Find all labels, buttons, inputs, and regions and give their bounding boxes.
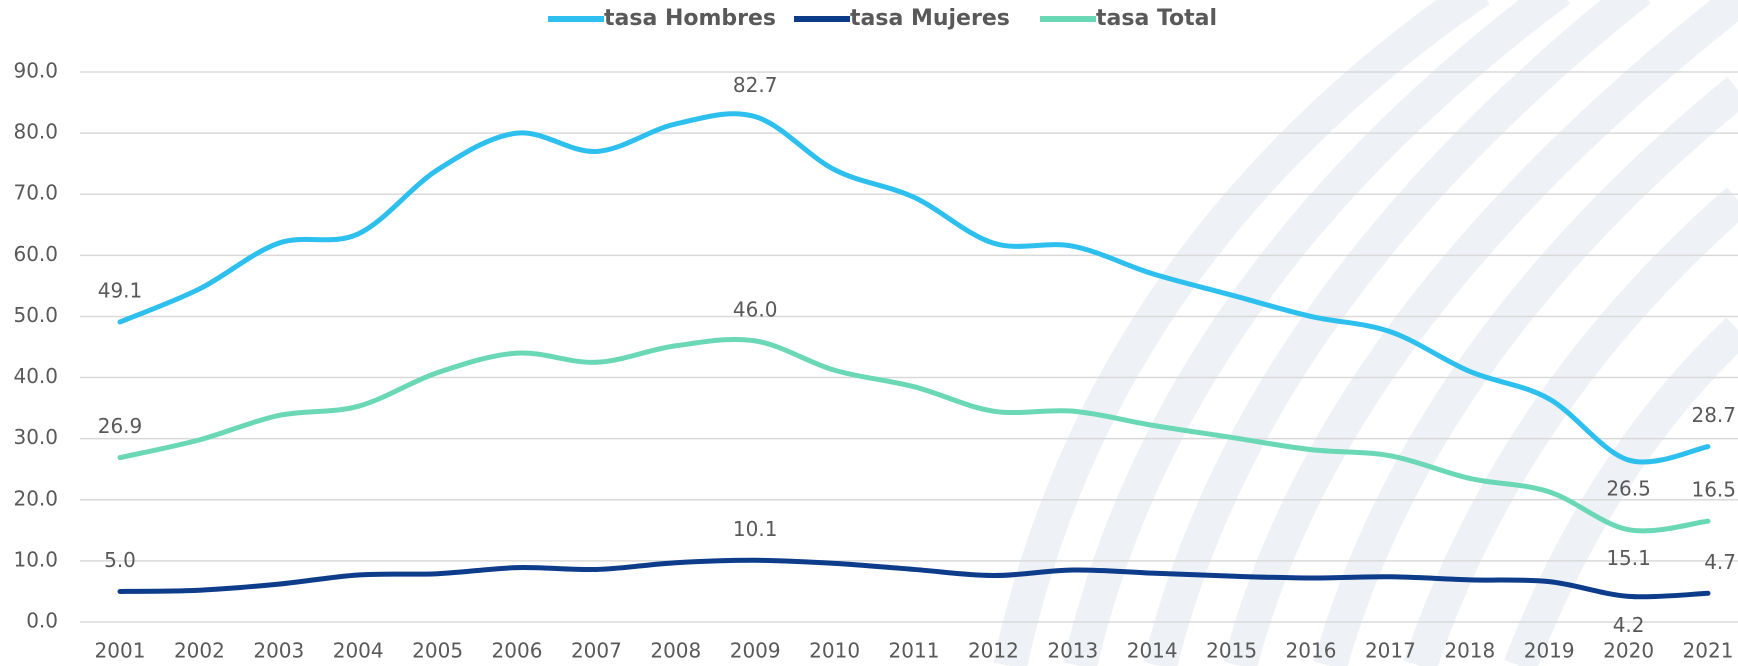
x-tick-label: 2020 — [1603, 639, 1654, 663]
data-label: 4.7 — [1704, 550, 1736, 574]
x-tick-label: 2013 — [1047, 639, 1098, 663]
x-tick-label: 2012 — [968, 639, 1019, 663]
deco-arc — [1223, 0, 1738, 666]
x-tick-label: 2002 — [174, 639, 225, 663]
y-tick-label: 10.0 — [13, 547, 58, 571]
data-label: 4.2 — [1613, 613, 1645, 637]
data-label: 82.7 — [733, 73, 778, 97]
data-label: 49.1 — [98, 278, 143, 302]
y-tick-label: 90.0 — [13, 59, 58, 83]
line-layer — [117, 111, 1711, 600]
x-tick-label: 2015 — [1206, 639, 1257, 663]
y-tick-label: 70.0 — [13, 181, 58, 205]
x-tick-label: 2019 — [1524, 639, 1575, 663]
x-tick-label: 2003 — [253, 639, 304, 663]
y-tick-label: 40.0 — [13, 364, 58, 388]
data-label: 16.5 — [1691, 478, 1736, 502]
data-label: 26.5 — [1606, 477, 1651, 501]
y-tick-label: 80.0 — [13, 120, 58, 144]
y-tick-label: 0.0 — [26, 609, 58, 633]
legend-label: tasa Total — [1096, 6, 1217, 31]
deco-arc — [1063, 0, 1571, 666]
x-tick-label: 2007 — [571, 639, 622, 663]
x-tick-label: 2021 — [1683, 639, 1734, 663]
text-layer: 0.0 10.0 20.0 30.0 40.0 50.0 60.0 70.0 80.0 90.0 2… — [13, 6, 1736, 663]
x-tick-label: 2014 — [1127, 639, 1178, 663]
series-line — [117, 557, 1711, 600]
x-tick-label: 2004 — [333, 639, 384, 663]
y-tick-label: 50.0 — [13, 303, 58, 327]
series-line — [117, 336, 1711, 534]
data-label: 26.9 — [98, 414, 143, 438]
data-label: 5.0 — [104, 548, 136, 572]
deco-arc — [1504, 317, 1738, 666]
x-tick-label: 2008 — [650, 639, 701, 663]
y-tick-label: 30.0 — [13, 425, 58, 449]
x-tick-label: 2017 — [1365, 639, 1416, 663]
deco-arc — [993, 0, 1490, 666]
x-tick-label: 2001 — [95, 639, 146, 663]
x-tick-label: 2009 — [730, 639, 781, 663]
x-tick-label: 2005 — [412, 639, 463, 663]
x-tick-label: 2011 — [889, 639, 940, 663]
data-label: 10.1 — [733, 517, 778, 541]
data-label: 28.7 — [1691, 403, 1736, 427]
x-tick-label: 2010 — [809, 639, 860, 663]
x-tick-label: 2018 — [1444, 639, 1495, 663]
legend-label: tasa Hombres — [604, 6, 776, 31]
grid-layer — [80, 71, 1738, 623]
legend-label: tasa Mujeres — [850, 6, 1010, 31]
x-tick-label: 2006 — [492, 639, 543, 663]
y-tick-label: 20.0 — [13, 486, 58, 510]
data-label: 46.0 — [733, 297, 778, 321]
deco-arc — [1403, 187, 1738, 666]
data-label: 15.1 — [1606, 546, 1651, 570]
y-tick-label: 60.0 — [13, 242, 58, 266]
series-line — [117, 111, 1711, 465]
x-tick-label: 2016 — [1286, 639, 1337, 663]
